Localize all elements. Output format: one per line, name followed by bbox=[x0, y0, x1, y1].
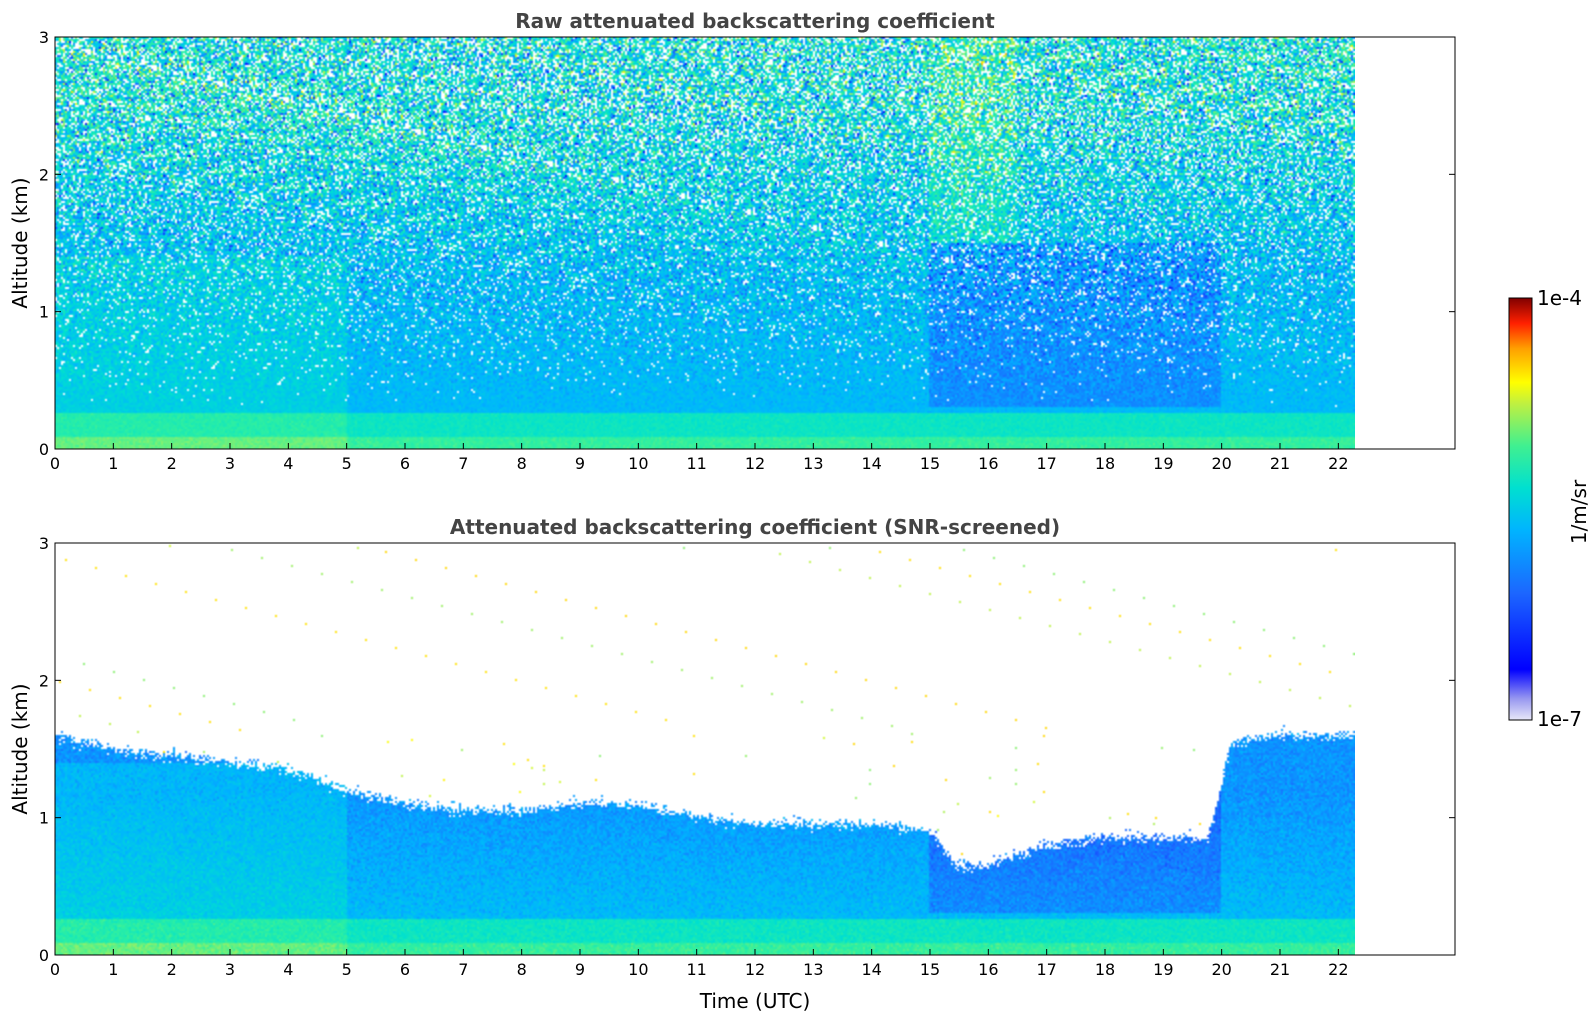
colorbar-gradient bbox=[1508, 297, 1533, 721]
x-tick-label: 11 bbox=[686, 454, 706, 473]
chart-title-raw: Raw attenuated backscattering coefficien… bbox=[515, 9, 995, 33]
x-tick-label: 9 bbox=[575, 454, 585, 473]
x-tick-label: 7 bbox=[458, 454, 468, 473]
x-tick-label: 0 bbox=[50, 960, 60, 979]
x-tick-label: 3 bbox=[225, 454, 235, 473]
y-axis-raw: 0 1 2 3 bbox=[39, 28, 1455, 459]
x-tick-label: 17 bbox=[1036, 454, 1056, 473]
x-tick-label: 9 bbox=[575, 960, 585, 979]
panel-raw: Raw attenuated backscattering coefficien… bbox=[8, 9, 1456, 473]
x-tick-label: 19 bbox=[1153, 960, 1173, 979]
heatmap-screened bbox=[55, 543, 1355, 955]
x-tick-label: 21 bbox=[1270, 454, 1290, 473]
x-tick-label: 22 bbox=[1328, 454, 1348, 473]
x-tick-label: 5 bbox=[342, 960, 352, 979]
y-tick-label: 0 bbox=[39, 946, 49, 965]
colorbar-max-label: 1e-4 bbox=[1537, 286, 1582, 310]
y-tick-label: 1 bbox=[39, 809, 49, 828]
x-tick-label: 16 bbox=[978, 960, 998, 979]
x-tick-label: 21 bbox=[1270, 960, 1290, 979]
x-tick-label: 13 bbox=[803, 960, 823, 979]
y-axis-label-screened: Altitude (km) bbox=[8, 683, 32, 814]
x-tick-label: 8 bbox=[517, 454, 527, 473]
x-tick-label: 10 bbox=[628, 960, 648, 979]
x-tick-label: 2 bbox=[167, 454, 177, 473]
x-tick-label: 12 bbox=[745, 454, 765, 473]
y-axis-label-raw: Altitude (km) bbox=[8, 177, 32, 308]
x-tick-label: 6 bbox=[400, 960, 410, 979]
x-axis-raw: 0 1 2 3 4 5 6 7 8 9 10 11 12 13 14 15 16 17 18 19 20 21 22 bbox=[50, 443, 1349, 473]
chart-title-screened: Attenuated backscattering coefficient (S… bbox=[450, 515, 1060, 539]
x-tick-label: 14 bbox=[861, 960, 881, 979]
x-tick-label: 4 bbox=[283, 454, 293, 473]
x-tick-label: 18 bbox=[1095, 454, 1115, 473]
x-tick-label: 15 bbox=[920, 960, 940, 979]
colorbar: 1e-4 1e-7 1/m/sr bbox=[1508, 286, 1591, 731]
x-tick-label: 0 bbox=[50, 454, 60, 473]
x-tick-label: 3 bbox=[225, 960, 235, 979]
colorbar-min-label: 1e-7 bbox=[1537, 707, 1582, 731]
y-tick-label: 3 bbox=[39, 28, 49, 47]
x-tick-label: 15 bbox=[920, 454, 940, 473]
x-tick-label: 22 bbox=[1328, 960, 1348, 979]
x-tick-label: 7 bbox=[458, 960, 468, 979]
x-tick-label: 19 bbox=[1153, 454, 1173, 473]
x-tick-label: 4 bbox=[283, 960, 293, 979]
colorbar-unit-label: 1/m/sr bbox=[1567, 479, 1591, 544]
x-tick-label: 6 bbox=[400, 454, 410, 473]
x-tick-label: 18 bbox=[1095, 960, 1115, 979]
x-tick-label: 20 bbox=[1211, 960, 1231, 979]
x-tick-label: 1 bbox=[108, 960, 118, 979]
heatmap-raw bbox=[55, 37, 1355, 449]
x-tick-label: 12 bbox=[745, 960, 765, 979]
x-tick-label: 16 bbox=[978, 454, 998, 473]
x-tick-label: 17 bbox=[1036, 960, 1056, 979]
panel-screened: Attenuated backscattering coefficient (S… bbox=[8, 515, 1456, 1013]
x-tick-label: 8 bbox=[517, 960, 527, 979]
x-tick-label: 5 bbox=[342, 454, 352, 473]
x-axis-screened: 0 1 2 3 4 5 6 7 8 9 10 11 12 13 14 15 16 17 18 19 20 21 22 bbox=[50, 949, 1349, 979]
x-tick-label: 10 bbox=[628, 454, 648, 473]
x-tick-label: 14 bbox=[861, 454, 881, 473]
x-tick-label: 1 bbox=[108, 454, 118, 473]
y-tick-label: 2 bbox=[39, 165, 49, 184]
y-tick-label: 1 bbox=[39, 303, 49, 322]
y-tick-label: 3 bbox=[39, 534, 49, 553]
y-tick-label: 0 bbox=[39, 440, 49, 459]
x-tick-label: 13 bbox=[803, 454, 823, 473]
x-axis-label: Time (UTC) bbox=[699, 989, 811, 1013]
y-axis-screened: 0 1 2 3 bbox=[39, 534, 1455, 965]
x-tick-label: 20 bbox=[1211, 454, 1231, 473]
y-tick-label: 2 bbox=[39, 671, 49, 690]
x-tick-label: 2 bbox=[167, 960, 177, 979]
x-tick-label: 11 bbox=[686, 960, 706, 979]
